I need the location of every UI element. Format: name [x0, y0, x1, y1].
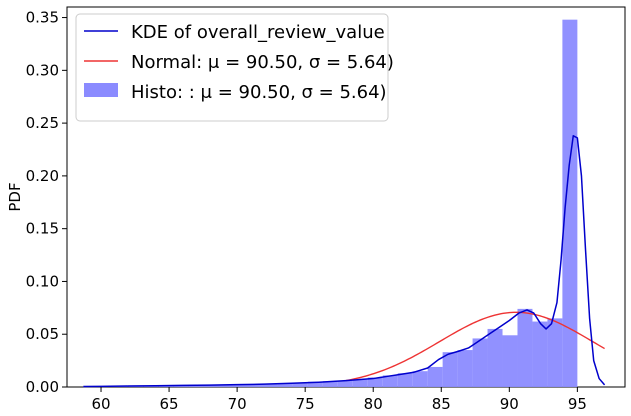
x-tick-label: 75 — [296, 395, 315, 413]
x-tick-label: 85 — [432, 395, 451, 413]
y-tick-label: 0.25 — [26, 114, 59, 132]
x-tick-label: 95 — [568, 395, 587, 413]
x-tick-label: 60 — [91, 395, 110, 413]
histogram-bar — [218, 384, 234, 387]
histogram-bar — [307, 381, 323, 387]
histogram-bar — [233, 384, 249, 387]
histogram-bar — [382, 375, 398, 387]
histogram-bar — [262, 383, 278, 387]
y-tick-label: 0.35 — [26, 9, 59, 27]
y-axis-label: PDF — [6, 182, 24, 211]
y-tick-label: 0.05 — [26, 325, 59, 343]
histogram-bar — [367, 377, 383, 387]
x-tick-label: 90 — [500, 395, 519, 413]
histogram-bar — [352, 379, 368, 387]
normal-curve — [345, 311, 605, 382]
y-tick-label: 0.30 — [26, 61, 59, 79]
histogram-bar — [487, 328, 503, 387]
x-tick-label: 80 — [364, 395, 383, 413]
legend-kde-label: KDE of overall_review_value — [131, 22, 385, 43]
y-axis: 0.00 0.05 0.10 0.15 0.20 0.25 0.30 0.35 — [26, 9, 67, 396]
x-tick-label: 70 — [228, 395, 247, 413]
histogram-bar — [412, 371, 428, 387]
normal-curve-layer — [345, 311, 605, 382]
y-tick-label: 0.10 — [26, 272, 59, 290]
histogram-bar — [532, 321, 548, 387]
histogram-bar — [397, 373, 413, 387]
histogram-bar — [292, 382, 308, 387]
histogram-bar — [427, 366, 443, 387]
histogram-bar — [502, 335, 518, 387]
histogram-bar — [277, 383, 293, 387]
histogram-bar — [562, 19, 578, 388]
kde-curve — [83, 135, 606, 388]
histogram-bar — [547, 318, 563, 387]
legend-normal-label: Normal: μ = 90.50, σ = 5.64) — [131, 52, 394, 73]
histogram-bar — [248, 384, 263, 387]
histogram-bar — [337, 380, 353, 387]
x-tick-label: 65 — [160, 395, 179, 413]
legend-histo-label: Histo: : μ = 90.50, σ = 5.64) — [131, 82, 387, 103]
y-tick-label: 0.00 — [26, 378, 59, 396]
x-axis: 60 65 70 75 80 85 90 95 — [91, 387, 587, 413]
legend-box — [75, 13, 389, 122]
histogram-bar — [517, 308, 533, 387]
legend-histo-swatch — [84, 83, 118, 97]
y-tick-label: 0.20 — [26, 167, 59, 185]
kde-curve-layer — [83, 135, 606, 388]
histogram-bar — [322, 381, 338, 387]
histogram-bar — [457, 350, 473, 387]
histogram-bar — [203, 385, 219, 387]
legend: KDE of overall_review_value Normal: μ = … — [75, 13, 394, 122]
histogram-bar — [472, 338, 488, 387]
histogram-bar — [442, 352, 458, 387]
histogram-bars — [83, 19, 578, 388]
y-tick-label: 0.15 — [26, 220, 59, 238]
